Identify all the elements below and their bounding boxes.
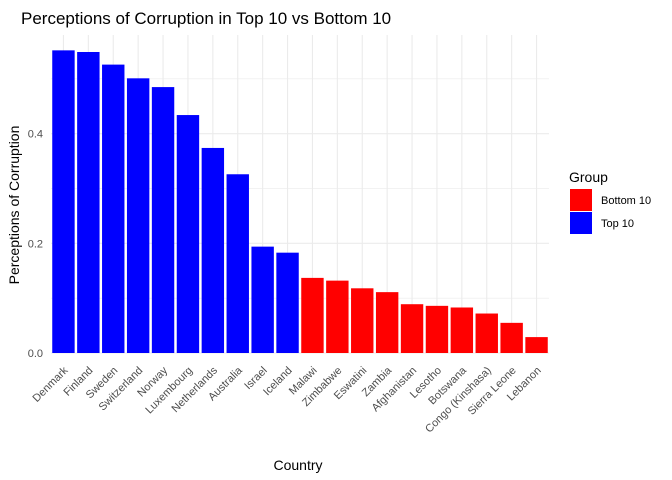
y-axis-ticks: 0.0 0.2 0.4 — [28, 129, 43, 360]
legend-title: Group — [569, 169, 608, 185]
bar-lesotho — [425, 305, 449, 353]
bar-finland — [77, 51, 100, 353]
legend-swatch-bottom-10 — [570, 189, 592, 211]
bar-afghanistan — [400, 304, 424, 353]
bar-eswatini — [351, 288, 374, 353]
bar-sweden — [102, 64, 125, 353]
legend: Group Bottom 10 Top 10 — [569, 169, 651, 234]
legend-label-bottom-10: Bottom 10 — [601, 195, 651, 207]
legend-label-top-10: Top 10 — [601, 218, 634, 230]
bar-iceland — [276, 252, 299, 353]
bar-zambia — [375, 292, 399, 353]
bar-denmark — [52, 50, 75, 354]
bar-lebanon — [525, 337, 548, 353]
x-axis-title: Country — [273, 457, 322, 473]
bar-switzerland — [126, 78, 150, 354]
bar-norway — [151, 87, 175, 353]
bar-zimbabwe — [326, 280, 349, 353]
bar-sierra-leone — [500, 322, 523, 353]
bar-netherlands — [201, 147, 225, 353]
bar-botswana — [450, 307, 474, 353]
bars — [52, 50, 548, 354]
legend-swatch-top-10 — [570, 212, 592, 234]
y-tick-label: 0.0 — [28, 348, 43, 360]
bar-malawi — [301, 277, 324, 353]
bar-israel — [251, 246, 274, 353]
bar-australia — [226, 174, 249, 353]
y-tick-label: 0.2 — [28, 238, 43, 250]
bar-congo-kinshasa — [475, 313, 498, 353]
bar-luxembourg — [176, 115, 200, 353]
chart-title: Perceptions of Corruption in Top 10 vs B… — [21, 9, 391, 28]
y-tick-label: 0.4 — [28, 129, 43, 141]
y-axis-title: Perceptions of Corruption — [6, 126, 22, 285]
